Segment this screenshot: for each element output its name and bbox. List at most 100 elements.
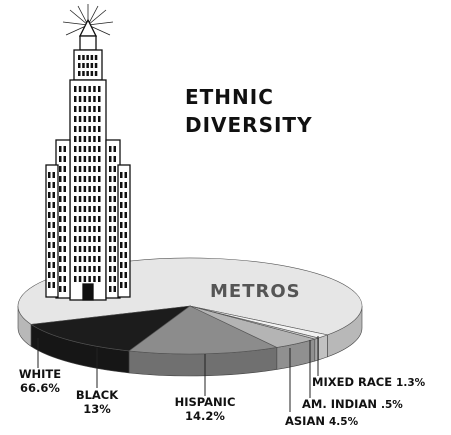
window: [93, 166, 96, 172]
window: [88, 186, 91, 192]
window: [124, 202, 127, 208]
window: [98, 256, 101, 262]
window: [52, 222, 55, 228]
window: [94, 55, 98, 60]
window: [78, 86, 82, 92]
window: [59, 256, 62, 262]
window: [93, 276, 96, 282]
window: [52, 232, 55, 238]
window: [109, 196, 112, 202]
window: [52, 182, 55, 188]
window: [93, 246, 96, 252]
window: [63, 206, 66, 212]
window: [113, 176, 116, 182]
window: [48, 182, 51, 188]
window: [120, 262, 123, 268]
window: [90, 55, 94, 60]
window: [74, 226, 77, 232]
window: [78, 126, 82, 132]
window: [120, 282, 123, 288]
window: [48, 262, 51, 268]
window: [78, 166, 82, 172]
window: [63, 156, 66, 162]
window: [83, 106, 87, 112]
slice-label: AM. INDIAN .5%: [302, 397, 403, 411]
window: [88, 196, 91, 202]
building: [45, 4, 131, 301]
window: [52, 172, 55, 178]
window: [88, 146, 91, 152]
window: [88, 216, 91, 222]
window: [124, 172, 127, 178]
window: [93, 266, 96, 272]
window: [124, 192, 127, 198]
window: [86, 63, 89, 68]
annotation: METROS: [210, 281, 301, 302]
window: [74, 116, 77, 122]
window: [59, 156, 62, 162]
window: [78, 146, 82, 152]
pie: [17, 257, 363, 377]
window: [109, 256, 112, 262]
window: [63, 226, 66, 232]
window: [120, 202, 123, 208]
window: [113, 256, 116, 262]
window: [83, 196, 87, 202]
window: [88, 116, 91, 122]
window: [78, 186, 82, 192]
value-label: 1.3%: [396, 377, 426, 389]
window: [74, 246, 77, 252]
window: [109, 276, 112, 282]
window: [124, 282, 127, 288]
window: [74, 256, 77, 262]
window: [82, 71, 85, 76]
window: [93, 226, 96, 232]
window: [78, 206, 82, 212]
window: [113, 156, 116, 162]
window: [63, 146, 66, 152]
window: [93, 106, 96, 112]
window: [109, 176, 112, 182]
window: [86, 55, 89, 60]
window: [98, 156, 101, 162]
window: [63, 266, 66, 272]
window: [78, 96, 82, 102]
window: [48, 242, 51, 248]
value-label: 66.6%: [20, 381, 60, 395]
window: [83, 226, 87, 232]
window: [113, 216, 116, 222]
window: [120, 212, 123, 218]
window: [120, 192, 123, 198]
window: [52, 192, 55, 198]
window: [78, 196, 82, 202]
window: [98, 166, 101, 172]
window: [74, 236, 77, 242]
window: [48, 282, 51, 288]
window: [59, 286, 62, 292]
window: [82, 55, 85, 60]
window: [48, 212, 51, 218]
window: [83, 136, 87, 142]
window: [88, 166, 91, 172]
window: [113, 186, 116, 192]
window: [113, 246, 116, 252]
window: [59, 216, 62, 222]
window: [74, 206, 77, 212]
window: [88, 266, 91, 272]
window: [124, 222, 127, 228]
window: [59, 226, 62, 232]
window: [59, 186, 62, 192]
window: [83, 186, 87, 192]
window: [88, 106, 91, 112]
window: [86, 71, 89, 76]
window: [63, 186, 66, 192]
window: [88, 256, 91, 262]
window: [78, 176, 82, 182]
window: [93, 116, 96, 122]
window: [88, 276, 91, 282]
window: [59, 176, 62, 182]
window: [93, 126, 96, 132]
window: [124, 262, 127, 268]
chart-title: ETHNIC DIVERSITY: [185, 85, 313, 137]
window: [98, 106, 101, 112]
